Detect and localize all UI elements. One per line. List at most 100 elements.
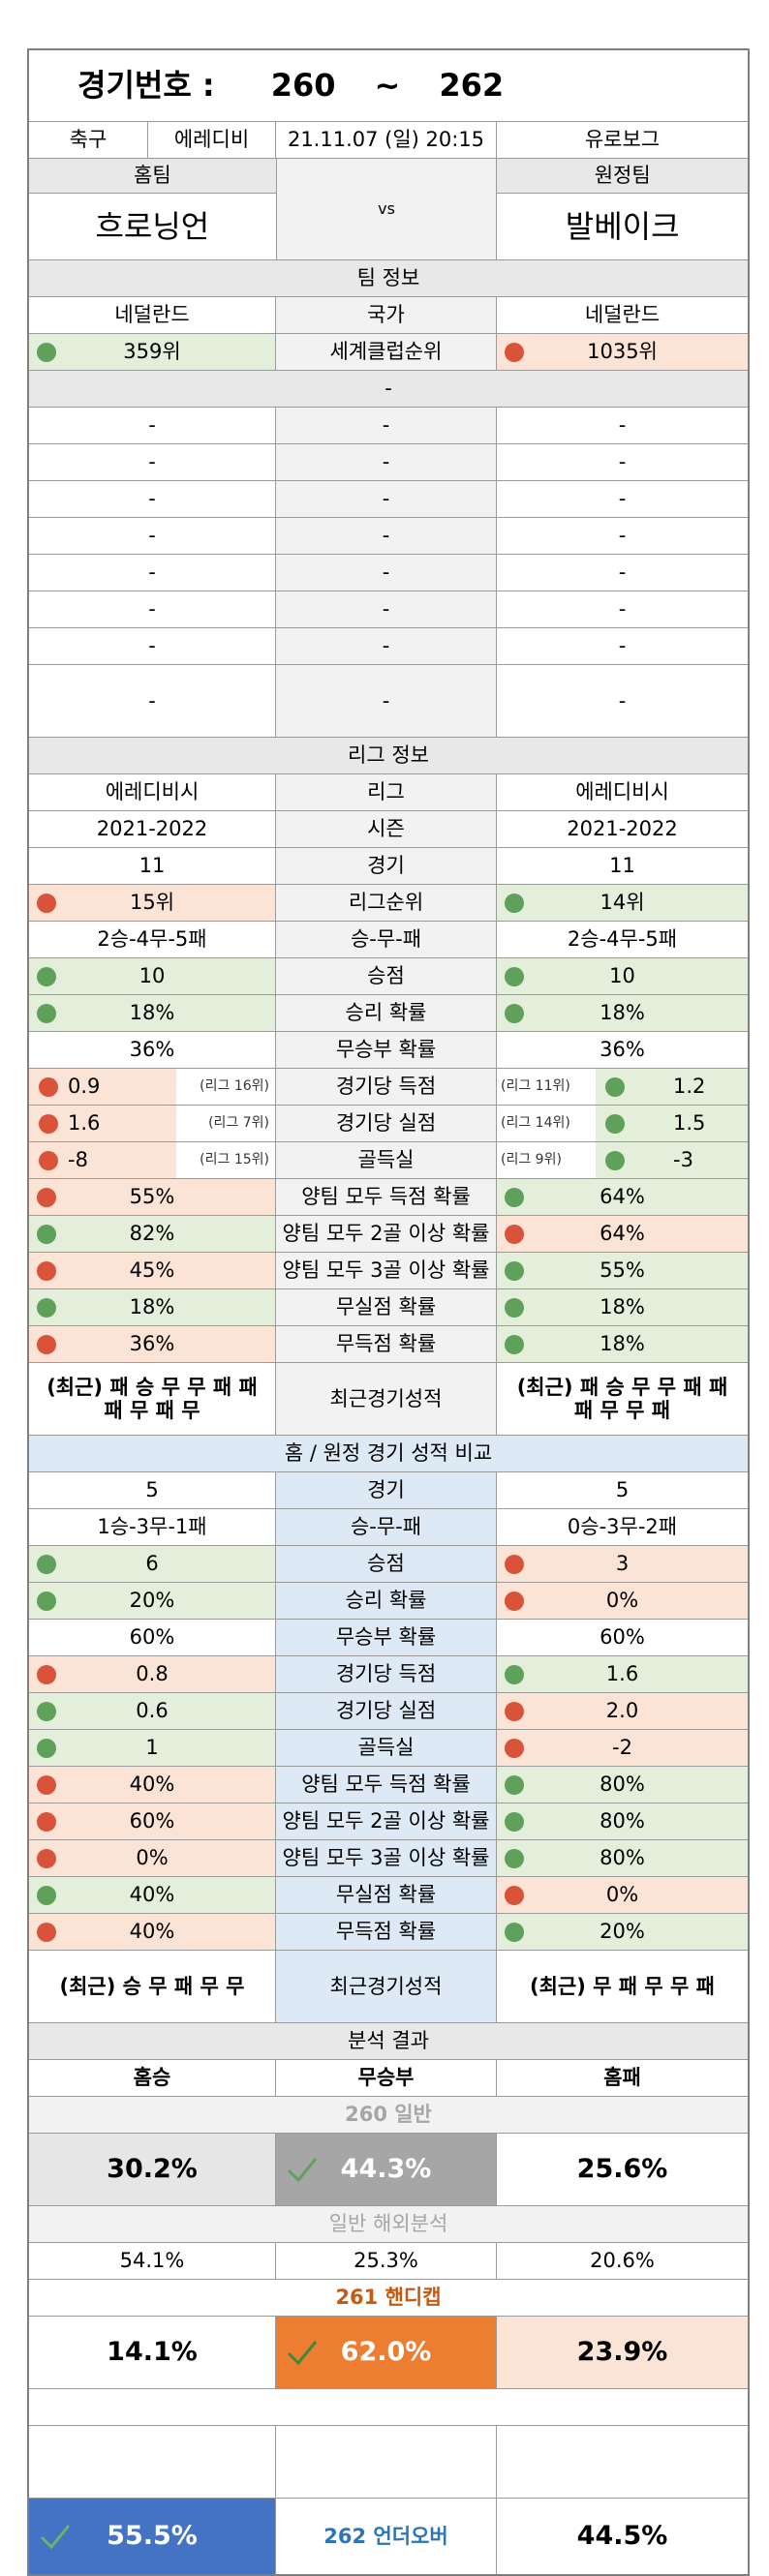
away-value: 2승-4무-5패	[497, 922, 748, 957]
stat-row: 2승-4무-5패 승-무-패 2승-4무-5패	[29, 922, 748, 958]
stat-label: 무득점 확률	[276, 1326, 497, 1362]
teams-block: 홈팀 흐로닝언 vs 원정팀 발베이크	[29, 159, 748, 260]
stat-row: 0.6 경기당 실점 2.0	[29, 1693, 748, 1730]
away-rank: (리그 14위)	[501, 1115, 570, 1132]
status-dot	[37, 1738, 56, 1758]
value-text: 2.0	[605, 1699, 639, 1723]
analysis-title-row: 분석 결과	[29, 2023, 748, 2060]
blank-cell: -	[276, 591, 497, 627]
game260-home: 30.2%	[29, 2134, 276, 2205]
match-analysis-sheet: 경기번호 : 260 ~ 262 축구 에레디비 21.11.07 (일) 20…	[27, 48, 750, 2576]
status-dot	[505, 1848, 524, 1868]
stat-label: 리그	[276, 774, 497, 810]
status-dot	[505, 1811, 524, 1832]
value-text: 18%	[600, 1295, 645, 1319]
blank-row: ---	[29, 481, 748, 518]
home-value: 15위	[29, 885, 276, 921]
status-dot	[37, 1334, 56, 1354]
value-text: 0.6	[136, 1699, 169, 1723]
status-dot	[37, 1701, 56, 1721]
away-value: 64%	[497, 1216, 748, 1252]
home-country: 네덜란드	[29, 297, 276, 333]
check-icon	[40, 2525, 71, 2550]
league-recent-row: (최근) 패 승 무 무 패 패 패 무 패 무 최근경기성적 (최근) 패 승…	[29, 1363, 748, 1436]
stat-label: 무승부 확률	[276, 1620, 497, 1655]
home-value: 36%	[29, 1032, 276, 1068]
stat-label: 승-무-패	[276, 1509, 497, 1545]
status-dot	[505, 342, 524, 362]
status-dot	[505, 1701, 524, 1721]
broadcaster-cell: 유로보그	[584, 128, 661, 152]
blank-cell: -	[618, 487, 627, 511]
match-number-header: 경기번호 : 260 ~ 262	[29, 50, 748, 122]
datetime-cell: 21.11.07 (일) 20:15	[276, 122, 497, 158]
home-value: 6	[29, 1546, 276, 1582]
stat-row: 45% 양팀 모두 3골 이상 확률 55%	[29, 1253, 748, 1289]
value-text: 0승-3무-2패	[567, 1515, 678, 1539]
away-rank: (리그 11위)	[501, 1078, 570, 1095]
value-text: 3	[615, 1552, 630, 1576]
stat-row: 60% 양팀 모두 2골 이상 확률 80%	[29, 1803, 748, 1840]
blank-cell: -	[29, 408, 276, 443]
home-value: 0.9 (리그 16위)	[29, 1069, 276, 1105]
status-dot	[505, 966, 524, 986]
compare-title: 홈 / 원정 경기 성적 비교	[29, 1436, 748, 1471]
value-text: 20%	[600, 1920, 645, 1944]
home-value-box: -8	[29, 1142, 176, 1178]
value-text: 10	[609, 964, 635, 988]
match-info-row: 축구 에레디비 21.11.07 (일) 20:15 유로보그	[29, 122, 748, 159]
stat-row: 에레디비시 리그 에레디비시	[29, 774, 748, 811]
compare-recent-label: 최근경기성적	[276, 1951, 497, 2022]
status-dot	[505, 1664, 524, 1684]
value-text: -2	[612, 1736, 632, 1760]
home-value: 1승-3무-1패	[29, 1509, 276, 1545]
stat-row: 60% 무승부 확률 60%	[29, 1620, 748, 1656]
vs-label: vs	[276, 159, 498, 259]
stat-row: 18% 승리 확률 18%	[29, 995, 748, 1032]
value-text: 80%	[600, 1773, 645, 1797]
value-text: 2021-2022	[567, 817, 678, 841]
blank-cell: -	[29, 444, 276, 480]
away-value: (리그 9위) -3	[497, 1142, 748, 1178]
away-country: 네덜란드	[584, 303, 661, 327]
value-text: -3	[673, 1148, 693, 1172]
stat-label: 승점	[276, 958, 497, 994]
blank-row: ---	[29, 444, 748, 481]
stat-row: 55% 양팀 모두 득점 확률 64%	[29, 1179, 748, 1216]
value-text: 55%	[600, 1258, 645, 1283]
blank-cell: -	[618, 561, 627, 585]
stat-label: 양팀 모두 2골 이상 확률	[276, 1803, 497, 1839]
value-text: 82%	[129, 1222, 175, 1246]
home-value: 40%	[29, 1914, 276, 1950]
stat-label: 경기당 득점	[276, 1069, 497, 1105]
value-text: 0.8	[136, 1662, 169, 1686]
stat-label: 승리 확률	[276, 995, 497, 1031]
status-dot	[37, 966, 56, 986]
value-text: 80%	[600, 1846, 645, 1870]
compare-title-row: 홈 / 원정 경기 성적 비교	[29, 1436, 748, 1472]
stat-row: 0.8 경기당 득점 1.6	[29, 1656, 748, 1693]
away-value: 3	[497, 1546, 748, 1582]
stat-label: 승-무-패	[276, 922, 497, 957]
team-info-tall-row: - - -	[29, 665, 748, 738]
game261-away: 23.9%	[497, 2317, 748, 2388]
home-value: 40%	[29, 1877, 276, 1913]
away-value: (리그 11위) 1.2	[497, 1069, 748, 1105]
stat-row: 40% 무득점 확률 20%	[29, 1914, 748, 1951]
value-text: 5	[145, 1478, 159, 1502]
head-home-win: 홈승	[29, 2060, 276, 2096]
away-value: 55%	[497, 1253, 748, 1288]
check-icon	[287, 2341, 318, 2366]
home-value: 60%	[29, 1803, 276, 1839]
value-text: 1.6	[68, 1111, 101, 1136]
home-value: 82%	[29, 1216, 276, 1252]
overseas-draw: 25.3%	[276, 2243, 497, 2279]
status-dot	[505, 1260, 524, 1281]
compare-recent-row: (최근) 승 무 패 무 무 최근경기성적 (최근) 무 패 무 무 패	[29, 1951, 748, 2023]
blank-row: ---	[29, 628, 748, 665]
game260-label: 260 일반	[29, 2097, 748, 2133]
stat-row: 11 경기 11	[29, 848, 748, 885]
status-dot	[39, 1150, 58, 1170]
home-value: 2021-2022	[29, 811, 276, 847]
stat-label: 무승부 확률	[276, 1032, 497, 1068]
